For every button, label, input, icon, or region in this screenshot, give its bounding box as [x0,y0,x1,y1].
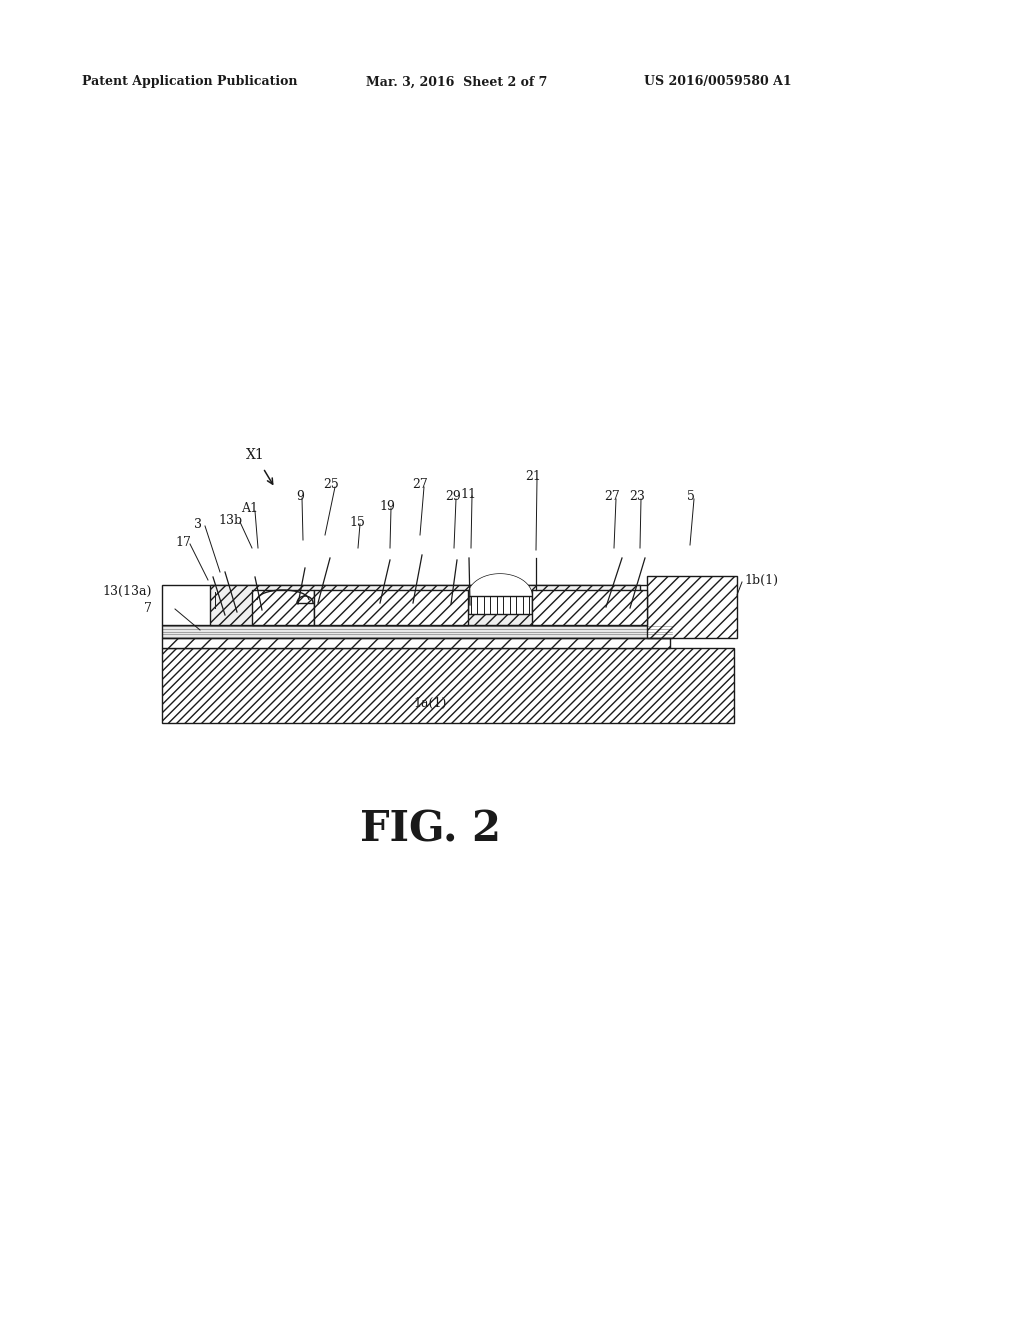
Bar [162,648,734,723]
Text: 5: 5 [687,490,695,503]
Text: 3: 3 [194,517,202,531]
Text: 19: 19 [379,499,395,512]
Text: 25: 25 [324,478,339,491]
Text: 27: 27 [604,490,620,503]
Text: 13(13a): 13(13a) [102,585,152,598]
Text: 17: 17 [175,536,190,549]
Text: 15: 15 [349,516,365,528]
Bar [162,624,672,638]
Bar [162,585,672,624]
Text: 7: 7 [144,602,152,615]
Text: 13b: 13b [218,513,242,527]
Text: FIG. 2: FIG. 2 [359,809,501,851]
Bar [162,638,670,648]
Bar [314,590,468,624]
Bar [252,590,314,624]
Text: Mar. 3, 2016  Sheet 2 of 7: Mar. 3, 2016 Sheet 2 of 7 [366,75,548,88]
Text: 1b(1): 1b(1) [744,573,778,586]
Text: 1a(1): 1a(1) [414,697,446,710]
Bar [647,576,737,638]
Text: 21: 21 [525,470,541,483]
Text: Patent Application Publication: Patent Application Publication [82,75,298,88]
Bar [468,597,532,614]
Polygon shape [468,574,532,597]
Text: US 2016/0059580 A1: US 2016/0059580 A1 [644,75,792,88]
Text: 11: 11 [460,487,476,500]
Bar [210,585,640,624]
Text: X1: X1 [246,447,264,462]
Text: 29: 29 [445,490,461,503]
Polygon shape [468,574,532,597]
Text: 23: 23 [629,490,645,503]
Bar [532,590,647,624]
Text: 9: 9 [296,490,304,503]
Text: 27: 27 [412,478,428,491]
Text: A1: A1 [242,502,258,515]
